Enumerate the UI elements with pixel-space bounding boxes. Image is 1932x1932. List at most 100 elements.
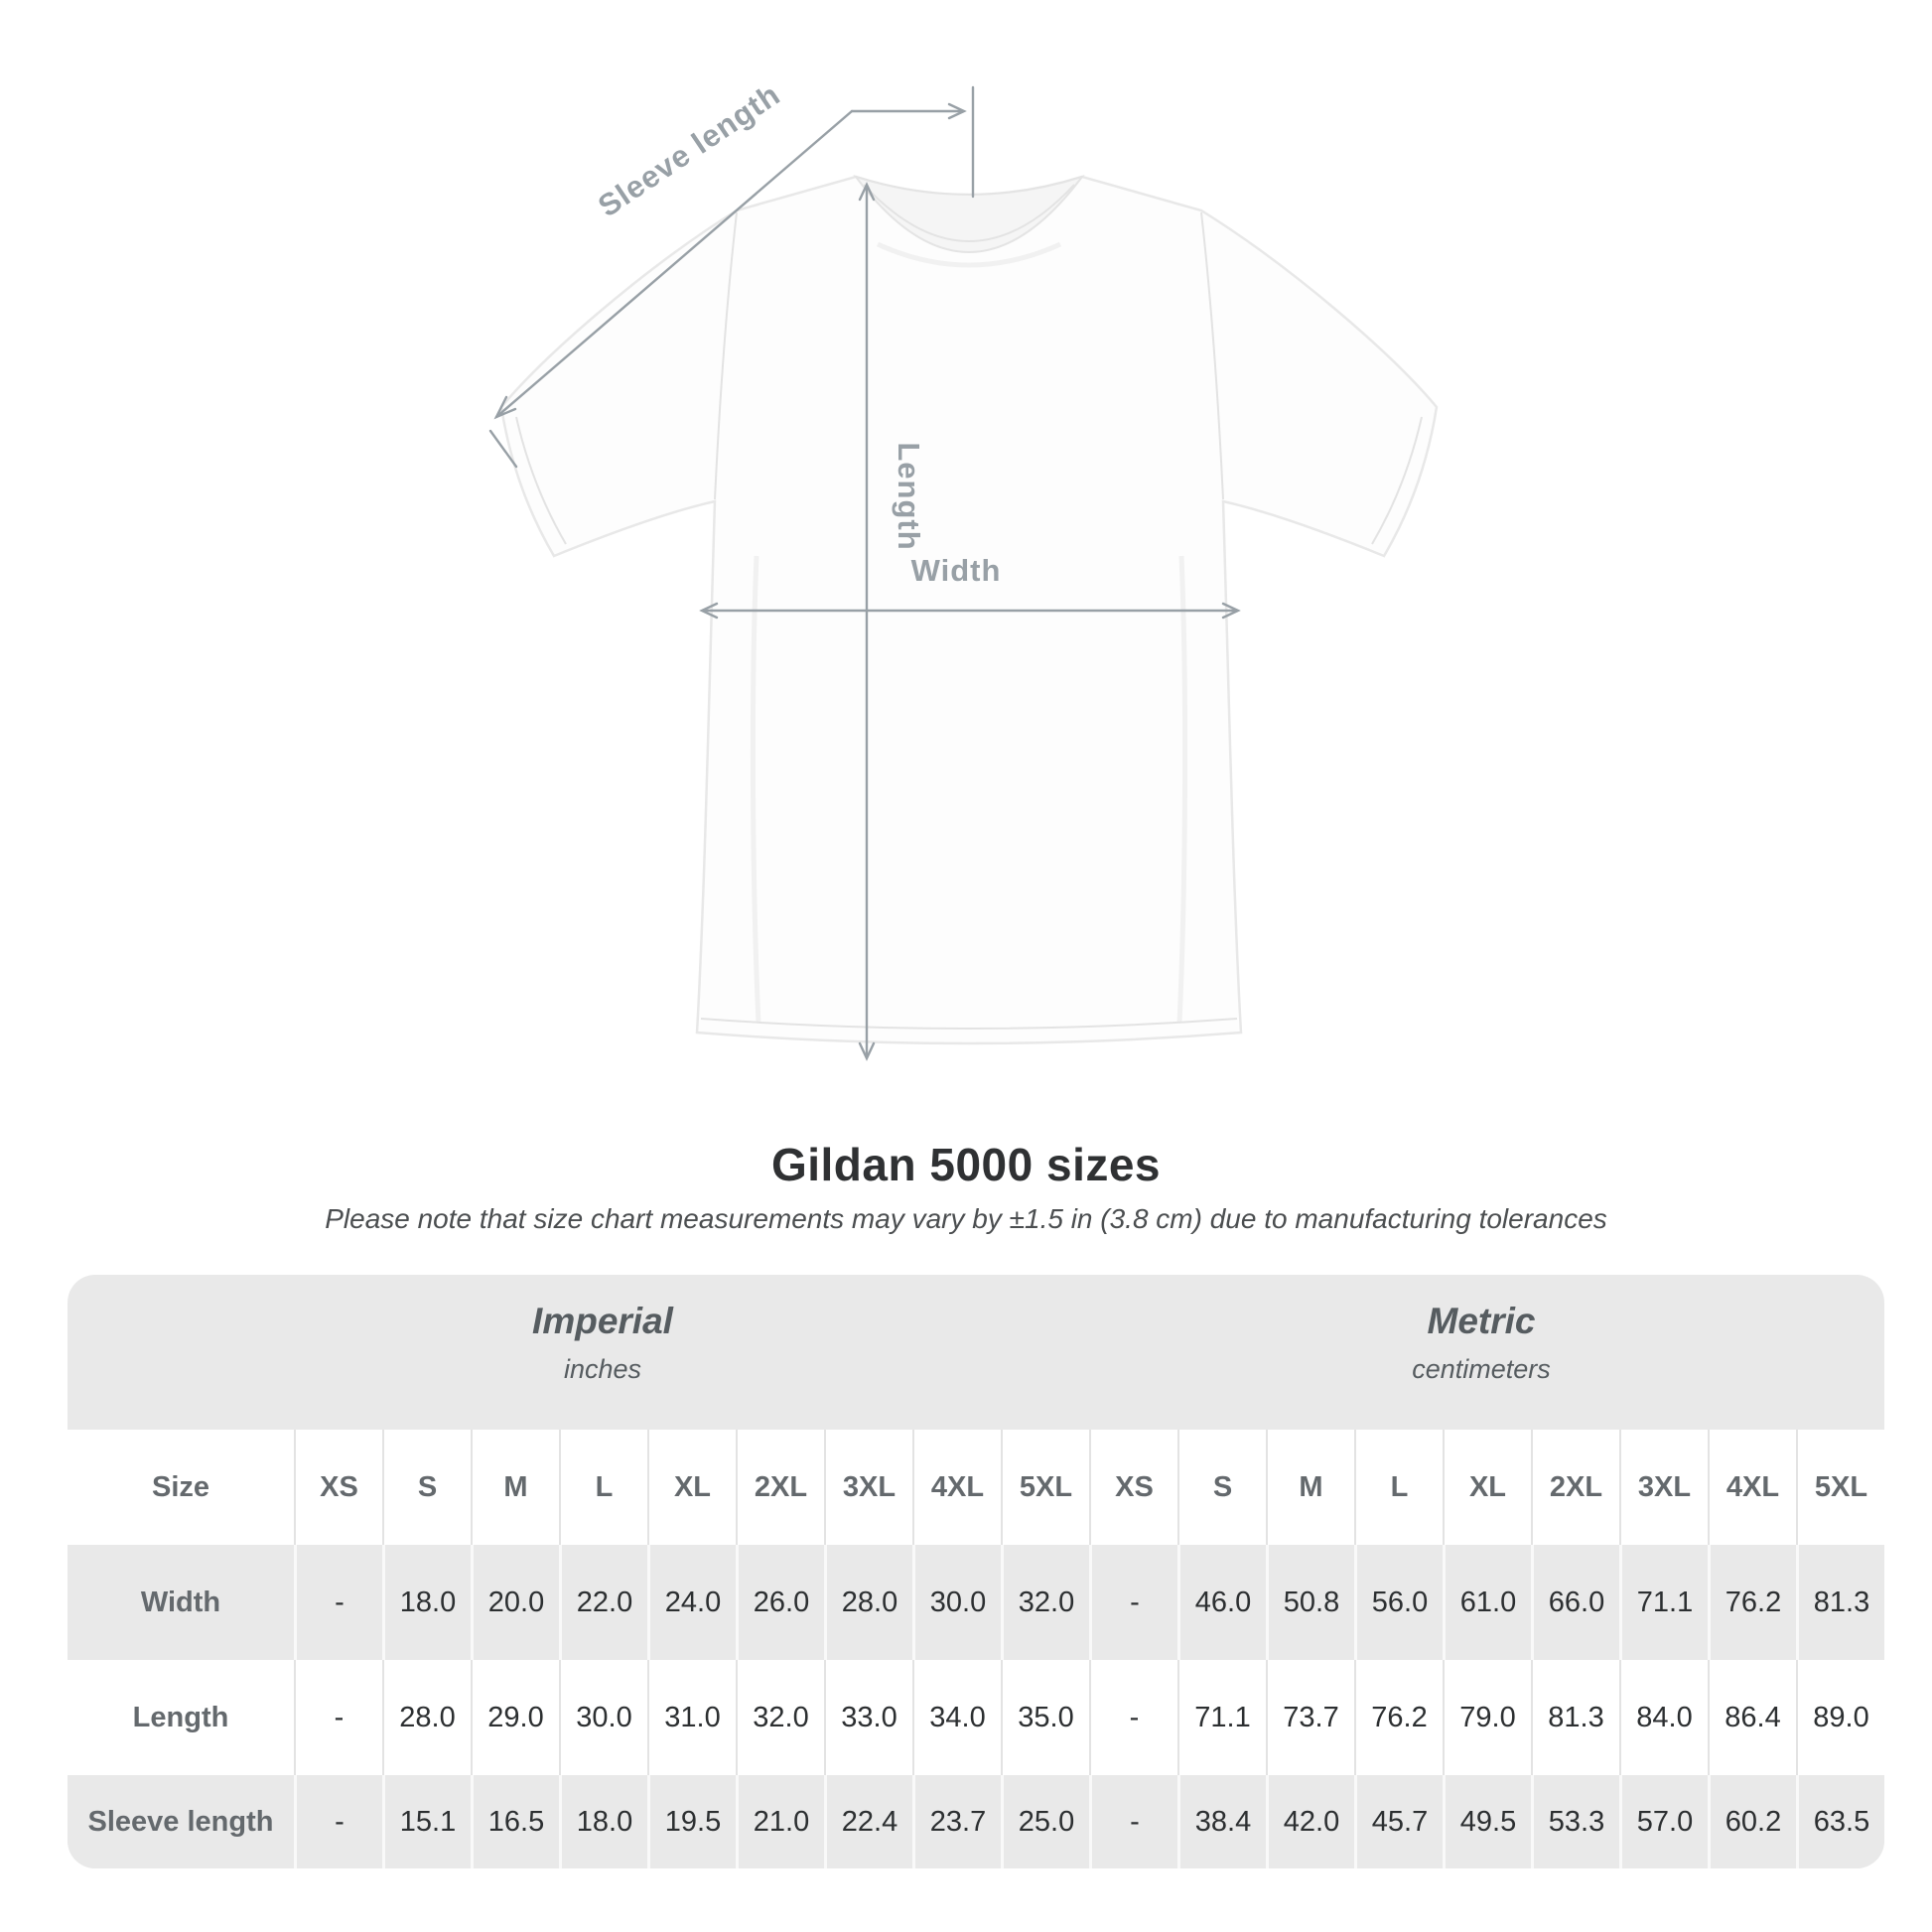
measurement-cell: 28.0 bbox=[382, 1660, 471, 1775]
size-header-imperial-s: S bbox=[382, 1430, 471, 1545]
measurement-cell: - bbox=[1089, 1775, 1177, 1868]
width-right-arrowhead bbox=[1221, 602, 1241, 620]
sleeve-end-tick bbox=[488, 429, 518, 469]
measurement-cell: 50.8 bbox=[1266, 1545, 1354, 1660]
size-header-label: Size bbox=[151, 1470, 210, 1503]
left-body-crease bbox=[750, 555, 761, 1024]
row-label: Sleeve length bbox=[87, 1805, 274, 1838]
measurement-cell: 73.7 bbox=[1266, 1660, 1354, 1775]
bottom-hem-seam bbox=[700, 1018, 1238, 1030]
measurement-cell: 32.0 bbox=[1001, 1545, 1089, 1660]
measurement-cell: - bbox=[294, 1660, 382, 1775]
sleeve-length-arrowhead bbox=[493, 395, 517, 420]
measurement-cell: 60.2 bbox=[1708, 1775, 1796, 1868]
measurement-cell: 71.1 bbox=[1619, 1545, 1708, 1660]
left-cuff-hem bbox=[515, 416, 567, 545]
imperial-unit-group: Imperial inches bbox=[532, 1301, 673, 1385]
size-header-metric-l: L bbox=[1354, 1430, 1443, 1545]
page-title: Gildan 5000 sizes bbox=[770, 1139, 1162, 1190]
sleeve-length-line bbox=[494, 109, 854, 419]
measurement-cell: 24.0 bbox=[647, 1545, 736, 1660]
metric-label: Metric bbox=[1427, 1301, 1536, 1341]
measurement-cell: 81.3 bbox=[1531, 1660, 1619, 1775]
right-cuff-hem bbox=[1371, 416, 1423, 545]
measurement-cell: 46.0 bbox=[1177, 1545, 1266, 1660]
measurement-cell: 18.0 bbox=[382, 1545, 471, 1660]
measurement-cell: 32.0 bbox=[736, 1660, 824, 1775]
measurement-cell: 76.2 bbox=[1708, 1545, 1796, 1660]
imperial-unit: inches bbox=[563, 1354, 642, 1384]
measurement-cell: 38.4 bbox=[1177, 1775, 1266, 1868]
size-header-metric-2xl: 2XL bbox=[1531, 1430, 1619, 1545]
size-header-imperial-xl: XL bbox=[647, 1430, 736, 1545]
unit-header-band: Imperial inches Metric centimeters bbox=[68, 1275, 1884, 1430]
sleeve-length-label: Sleeve length bbox=[592, 76, 786, 223]
chest-crease bbox=[876, 241, 1062, 268]
measurement-cell: 34.0 bbox=[912, 1660, 1001, 1775]
measurement-cell: 76.2 bbox=[1354, 1660, 1443, 1775]
measurement-cell: 20.0 bbox=[471, 1545, 559, 1660]
width-label: Width bbox=[911, 553, 1002, 588]
size-header-metric-s: S bbox=[1177, 1430, 1266, 1545]
table-row: Size XS S M L XL 2XL 3XL 4XL 5XL XS S M L XL 2XL 3XL 4XL 5… bbox=[68, 1430, 1884, 1545]
measurement-cell: 16.5 bbox=[471, 1775, 559, 1868]
measurement-cell: 89.0 bbox=[1796, 1660, 1884, 1775]
measurement-cell: 26.0 bbox=[736, 1545, 824, 1660]
size-header-imperial-xs: XS bbox=[294, 1430, 382, 1545]
length-bottom-arrowhead bbox=[858, 1041, 876, 1061]
measurement-cell: 49.5 bbox=[1443, 1775, 1531, 1868]
size-header-imperial-5xl: 5XL bbox=[1001, 1430, 1089, 1545]
size-header-imperial-4xl: 4XL bbox=[912, 1430, 1001, 1545]
measurement-cell: 63.5 bbox=[1796, 1775, 1884, 1868]
size-header-imperial-m: M bbox=[471, 1430, 559, 1545]
size-header-metric-4xl: 4XL bbox=[1708, 1430, 1796, 1545]
measurement-cell: 28.0 bbox=[824, 1545, 912, 1660]
measurement-cell: 56.0 bbox=[1354, 1545, 1443, 1660]
measurement-cell: 79.0 bbox=[1443, 1660, 1531, 1775]
measurement-cell: 21.0 bbox=[736, 1775, 824, 1868]
row-label: Width bbox=[140, 1586, 221, 1618]
width-left-arrowhead bbox=[699, 602, 719, 620]
length-top-arrowhead bbox=[858, 182, 876, 202]
measurement-cell: 71.1 bbox=[1177, 1660, 1266, 1775]
size-header-metric-5xl: 5XL bbox=[1796, 1430, 1884, 1545]
measurement-cell: - bbox=[1089, 1545, 1177, 1660]
sleeve-length-top-arrowhead bbox=[947, 102, 967, 120]
measurement-cell: 61.0 bbox=[1443, 1545, 1531, 1660]
measurement-cell: 25.0 bbox=[1001, 1775, 1089, 1868]
row-label: Length bbox=[132, 1701, 229, 1733]
size-header-imperial-l: L bbox=[559, 1430, 647, 1545]
measurement-cell: 66.0 bbox=[1531, 1545, 1619, 1660]
measurement-cell: 84.0 bbox=[1619, 1660, 1708, 1775]
table-row: Length -28.0 29.0 30.0 31.0 32.0 33.0 34.0 35.0-… bbox=[68, 1660, 1884, 1775]
tshirt-measurement-diagram: Sleeve length Length Width bbox=[488, 76, 1439, 1061]
metric-unit: centimeters bbox=[1412, 1354, 1551, 1384]
measurement-cell: 29.0 bbox=[471, 1660, 559, 1775]
measurement-cell: 30.0 bbox=[559, 1660, 647, 1775]
measurement-cell: 15.1 bbox=[382, 1775, 471, 1868]
measurement-cell: 57.0 bbox=[1619, 1775, 1708, 1868]
measurement-cell: 42.0 bbox=[1266, 1775, 1354, 1868]
measurement-cell: 33.0 bbox=[824, 1660, 912, 1775]
size-header-imperial-2xl: 2XL bbox=[736, 1430, 824, 1545]
size-header-metric-m: M bbox=[1266, 1430, 1354, 1545]
measurement-cell: 81.3 bbox=[1796, 1545, 1884, 1660]
measurement-cell: - bbox=[1089, 1660, 1177, 1775]
size-header-metric-xl: XL bbox=[1443, 1430, 1531, 1545]
imperial-label: Imperial bbox=[532, 1301, 673, 1341]
measurement-cell: 23.7 bbox=[912, 1775, 1001, 1868]
collar-opening bbox=[853, 175, 1085, 253]
tolerance-note: Please note that size chart measurements… bbox=[325, 1203, 1607, 1234]
collar-band-edge bbox=[863, 184, 1075, 242]
measurement-cell: 53.3 bbox=[1531, 1775, 1619, 1868]
measurement-cell: 22.0 bbox=[559, 1545, 647, 1660]
measurement-cell: 19.5 bbox=[647, 1775, 736, 1868]
measurement-lines bbox=[488, 85, 1241, 1061]
measurement-cell: 22.4 bbox=[824, 1775, 912, 1868]
table-row: Sleeve length -15.1 16.5 18.0 19.5 21.0 22.4 23… bbox=[68, 1775, 1884, 1868]
length-label: Length bbox=[892, 442, 926, 550]
size-header-imperial-3xl: 3XL bbox=[824, 1430, 912, 1545]
measurement-cell: - bbox=[294, 1545, 382, 1660]
left-sleeve-seam bbox=[714, 211, 738, 500]
